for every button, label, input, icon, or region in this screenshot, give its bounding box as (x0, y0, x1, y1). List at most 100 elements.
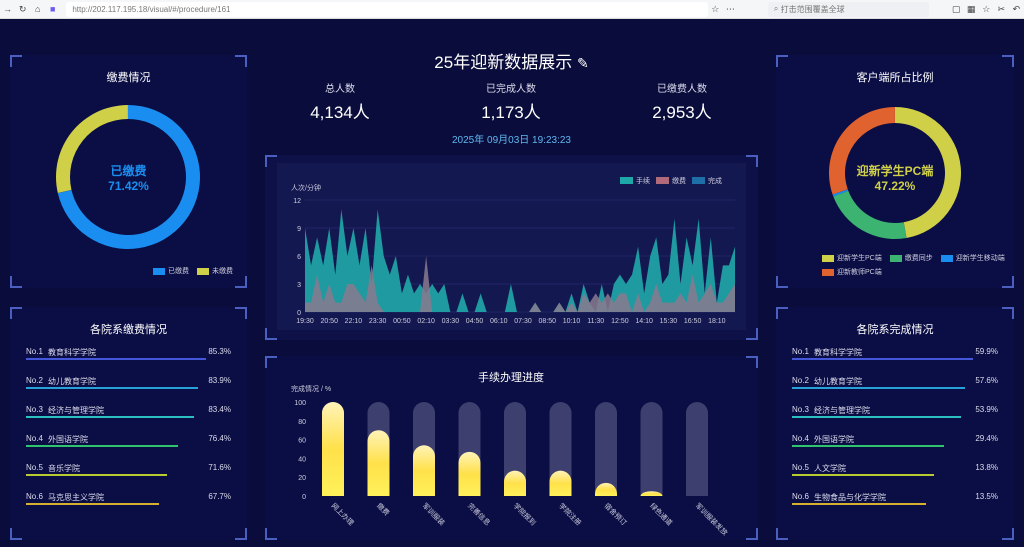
x-tick-label: 06:10 (490, 318, 508, 325)
rank-bar (792, 416, 961, 418)
extension-icon[interactable]: ■ (50, 4, 56, 14)
rank-bar (26, 503, 160, 505)
x-tick-label: 缴费 (375, 501, 391, 517)
dept-done-panel: 各院系完成情况 No.1 教育科学学院 59.9% No.2 幼儿教育学院 57.6% No… (776, 307, 1014, 540)
x-tick-label: 完善信息 (466, 501, 492, 527)
bar-完善信息 (458, 451, 481, 496)
donut-slice (895, 107, 962, 238)
dept-percent: 67.7% (208, 492, 231, 501)
y-axis-label: 完成情况 / % (291, 384, 331, 393)
legend-item[interactable]: 已缴费 (153, 266, 189, 276)
rank-bar (26, 416, 195, 418)
legend-swatch (620, 177, 633, 184)
payment-donut (55, 105, 200, 249)
home-icon[interactable]: ⌂ (34, 4, 41, 14)
x-tick-label: 宿舍预订 (603, 501, 629, 527)
page-title: 25年迎新数据展示 ✎ (434, 53, 589, 72)
legend-item[interactable]: 迎新学生移动端 (940, 253, 1005, 263)
rank-bar (792, 358, 974, 360)
x-tick-label: 12:50 (611, 318, 629, 325)
legend-swatch (656, 177, 669, 184)
rank-number: No.6 (792, 492, 809, 501)
legend-item[interactable]: 未缴费 (197, 266, 233, 276)
dept-pay-list: No.1 教育科学学院 85.3% No.2 幼儿教育学院 83.9% No.3 经济与管理学… (26, 347, 231, 521)
list-item: No.3 经济与管理学院 83.4% (26, 405, 231, 434)
y-tick-label: 0 (297, 310, 301, 317)
x-tick-label: 23:30 (369, 318, 387, 325)
dept-name: 经济与管理学院 (814, 406, 870, 415)
dept-percent: 57.6% (975, 376, 998, 385)
rank-bar (26, 445, 178, 447)
progress-panel: 手续办理进度 完成情况 / % 0 20 40 60 80 100 网上办理 缴费 军训服装 完善信息… (265, 356, 758, 540)
dept-name: 外国语学院 (814, 435, 854, 444)
dept-percent: 59.9% (975, 347, 998, 356)
legend-label: 完成 (708, 176, 722, 185)
x-tick-label: 学院报到 (512, 501, 538, 527)
x-tick-label: 07:30 (514, 318, 532, 325)
dept-name: 幼儿教育学院 (814, 377, 862, 386)
dept-percent: 83.4% (208, 405, 231, 414)
y-tick-label: 20 (298, 475, 306, 482)
dept-percent: 53.9% (975, 405, 998, 414)
panel-title: 各院系缴费情况 (90, 324, 167, 336)
rank-bar (792, 474, 935, 476)
reload-icon[interactable]: ↻ (18, 3, 27, 14)
dept-name: 生物食品与化学学院 (814, 493, 886, 502)
bar-宿舍预订 (595, 482, 617, 496)
list-item: No.4 外国语学院 29.4% (792, 434, 998, 463)
x-tick-label: 军训服装 (421, 501, 447, 527)
dept-name: 幼儿教育学院 (48, 377, 96, 386)
client-donut (829, 107, 962, 239)
legend-swatch (692, 177, 705, 184)
area-series-手续 (305, 209, 735, 312)
list-item: No.6 生物食品与化学学院 13.5% (792, 492, 998, 521)
x-tick-label: 02:10 (417, 318, 435, 325)
donut-slice (829, 107, 895, 195)
x-tick-label: 19:30 (296, 318, 314, 325)
client-panel: 客户端所占比例 迎新学生PC端 47.22% 迎新学生PC端 缴费同步 迎新学生… (776, 55, 1014, 288)
rank-number: No.6 (26, 492, 43, 501)
edit-icon[interactable]: ✎ (576, 55, 589, 71)
back-icon[interactable]: → (3, 4, 13, 14)
list-item: No.4 外国语学院 76.4% (26, 434, 231, 463)
list-item: No.6 马克思主义学院 67.7% (26, 492, 231, 521)
list-item: No.1 教育科学学院 59.9% (792, 347, 998, 376)
legend-item[interactable]: 迎新教师PC端 (822, 267, 882, 277)
rank-number: No.5 (26, 463, 43, 472)
dept-percent: 13.8% (975, 463, 998, 472)
rank-number: No.3 (26, 405, 43, 414)
payment-legend: 已缴费 未缴费 (153, 266, 233, 276)
dept-name: 教育科学学院 (814, 348, 862, 357)
legend-label: 手续 (636, 176, 650, 185)
more-icon[interactable]: ⋯ (725, 3, 735, 14)
legend-item[interactable]: 迎新学生PC端 (822, 253, 882, 263)
legend-label: 缴费 (672, 176, 686, 185)
bar-网上办理 (322, 402, 344, 496)
list-item: No.5 音乐学院 71.6% (26, 463, 231, 492)
donut-center-value: 47.22% (874, 179, 916, 193)
rank-number: No.3 (792, 405, 809, 414)
legend-item[interactable]: 缴费同步 (889, 253, 933, 263)
donut-center-label: 迎新学生PC端 (856, 164, 934, 178)
list-item: No.2 幼儿教育学院 83.9% (26, 376, 231, 405)
reader-icon[interactable]: ▢ (951, 3, 961, 14)
donut-center-value: 71.42% (108, 179, 149, 193)
y-tick-label: 100 (294, 400, 306, 407)
rank-number: No.1 (26, 347, 43, 356)
dept-name: 人文学院 (814, 464, 846, 473)
x-tick-label: 08:50 (538, 318, 556, 325)
x-tick-label: 00:50 (393, 318, 411, 325)
search-placeholder: 打击范围覆盖全球 (780, 4, 845, 14)
bar-绿色通道 (640, 491, 663, 496)
dept-name: 经济与管理学院 (48, 406, 104, 415)
donut-slice (55, 105, 128, 194)
apps-icon[interactable]: ▦ (966, 3, 976, 14)
dept-done-list: No.1 教育科学学院 59.9% No.2 幼儿教育学院 57.6% No.3 经济与管理学… (792, 347, 998, 521)
cut-icon[interactable]: ✂ (997, 3, 1006, 14)
address-bar[interactable]: http://202.117.195.18/visual/#/procedure… (66, 1, 708, 17)
trend-area-chart: 人次/分钟 0 3 6 9 12 19:30 20:50 22:10 23:30 00:50 02:1… (291, 176, 735, 325)
browser-search[interactable]: ⌕ 打击范围覆盖全球 (767, 1, 929, 17)
undo-icon[interactable]: ↶ (1012, 3, 1021, 14)
star-icon[interactable]: ☆ (711, 3, 720, 14)
favorites-icon[interactable]: ☆ (982, 3, 991, 14)
